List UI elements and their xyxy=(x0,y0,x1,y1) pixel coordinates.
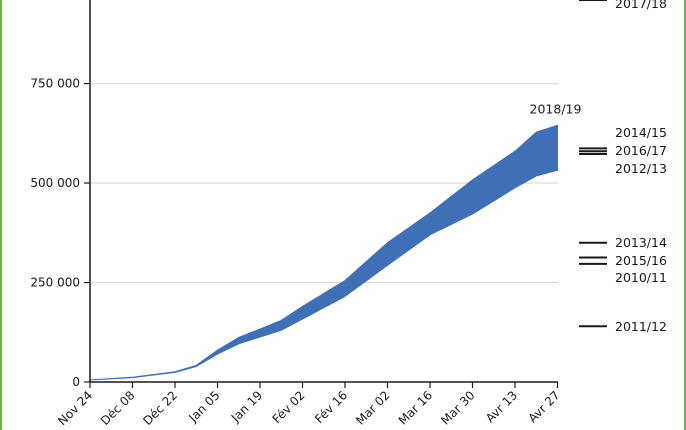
series-band-0 xyxy=(89,124,558,381)
x-tick-label-11: Avr 27 xyxy=(525,388,562,425)
x-tick-label-8: Mar 16 xyxy=(396,388,435,427)
y-tick-label-2: 500 000 xyxy=(30,176,80,190)
x-tick-label-1: Déc 08 xyxy=(98,388,138,428)
season-marker-label-2: 2016/17 xyxy=(615,143,667,158)
x-tick-label-7: Mar 02 xyxy=(353,388,392,427)
season-marker-label-7: 2011/12 xyxy=(615,319,667,334)
x-tick-label-6: Fév 16 xyxy=(312,388,350,426)
y-tick-label-3: 750 000 xyxy=(30,77,80,91)
series-label: 2018/19 xyxy=(530,101,582,116)
x-tick-label-4: Jan 19 xyxy=(228,388,265,425)
season-marker-label-3: 2012/13 xyxy=(615,161,667,176)
x-tick-label-9: Mar 30 xyxy=(438,388,477,427)
x-tick-label-0: Nov 24 xyxy=(55,388,95,428)
season-marker-label-0: 2017/18 xyxy=(615,0,667,11)
season-marker-label-4: 2013/14 xyxy=(615,235,667,250)
x-tick-label-5: Fév 02 xyxy=(270,388,308,426)
x-tick-label-10: Avr 13 xyxy=(483,388,520,425)
y-tick-label-0: 0 xyxy=(72,375,80,389)
season-marker-label-1: 2014/15 xyxy=(615,125,667,140)
x-tick-label-2: Déc 22 xyxy=(140,388,180,428)
x-tick-label-3: Jan 05 xyxy=(185,388,222,425)
season-marker-label-5: 2015/16 xyxy=(615,253,667,268)
season-marker-label-6: 2010/11 xyxy=(615,270,667,285)
y-tick-label-1: 250 000 xyxy=(30,276,80,290)
